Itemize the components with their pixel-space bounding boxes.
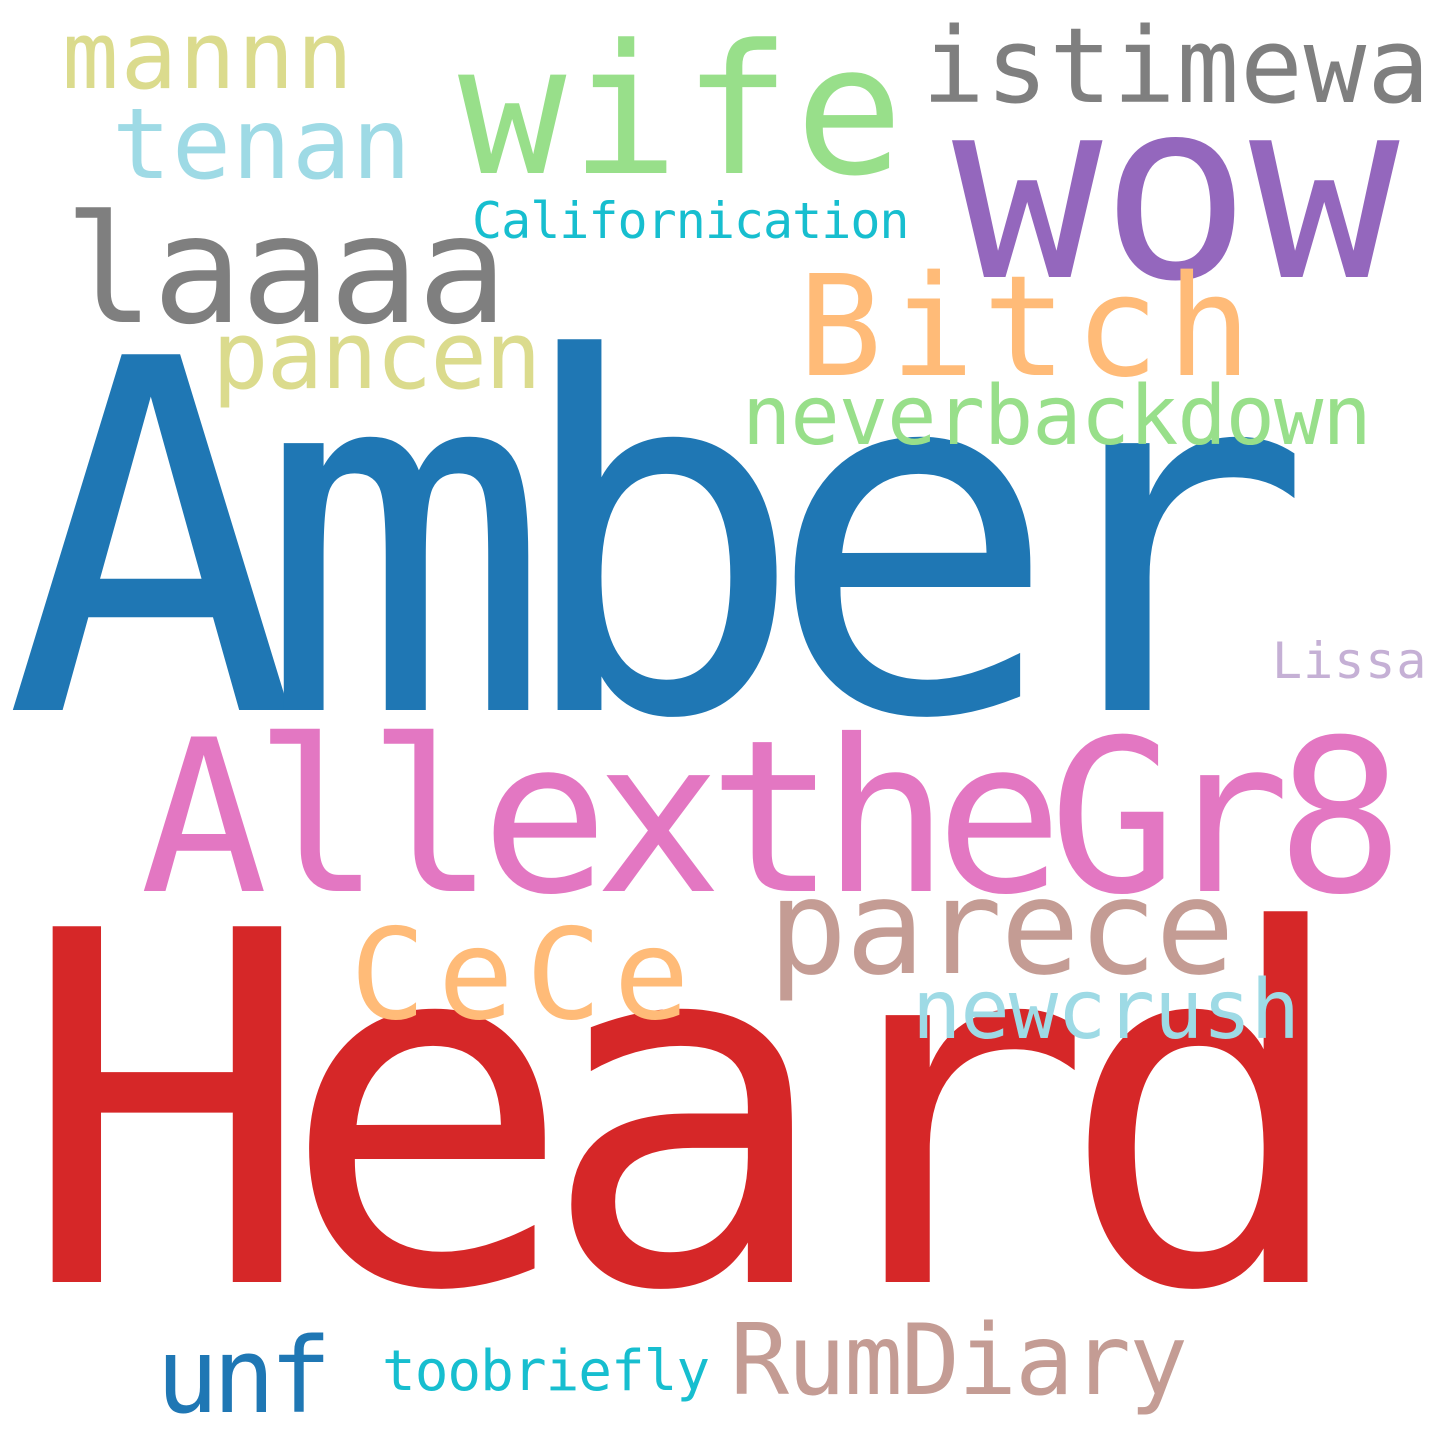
word-cece: CeCe bbox=[350, 901, 702, 1048]
word-wife: wife bbox=[458, 7, 908, 216]
word-laaaa: laaaa bbox=[64, 184, 508, 358]
word-newcrush: newcrush bbox=[912, 963, 1300, 1058]
word-unf: unf bbox=[156, 1315, 332, 1437]
word-amber: Amber bbox=[4, 258, 1313, 826]
word-allexthegr8: AllextheGr8 bbox=[140, 694, 1404, 941]
word-istimewa: istimewa bbox=[922, 5, 1431, 127]
word-toobriefly: toobriefly bbox=[382, 1339, 710, 1404]
word-parece: parece bbox=[768, 851, 1235, 1005]
word-mannn: mannn bbox=[62, 2, 355, 111]
word-rumdiary: RumDiary bbox=[730, 1304, 1188, 1418]
word-wow: wow bbox=[952, 45, 1400, 336]
word-neverbackdown: neverbackdown bbox=[742, 369, 1372, 464]
word-heard: Heard bbox=[20, 830, 1353, 1398]
word-bitch: Bitch bbox=[798, 246, 1260, 409]
word-tenan: tenan bbox=[112, 88, 413, 202]
word-californication: Californication bbox=[472, 192, 910, 250]
word-pancen: pancen bbox=[212, 302, 542, 411]
word-lissa: Lissa bbox=[1272, 632, 1428, 690]
